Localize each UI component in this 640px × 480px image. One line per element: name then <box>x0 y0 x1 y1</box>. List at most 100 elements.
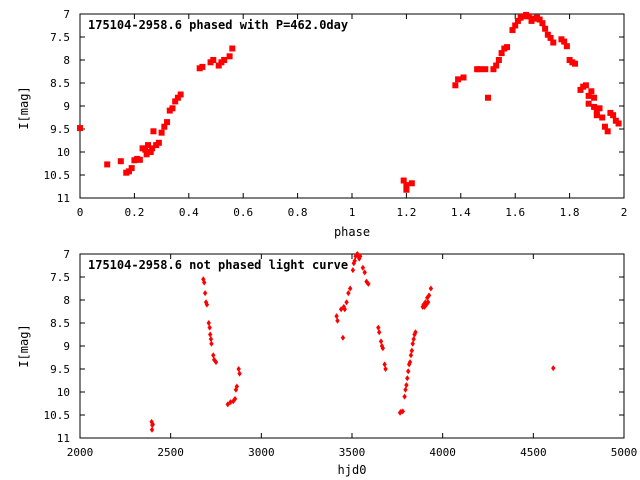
data-point <box>213 359 219 366</box>
data-point <box>572 60 579 67</box>
y-tick-label: 7.5 <box>50 271 70 284</box>
data-point <box>563 43 570 50</box>
x-tick-label: 1.2 <box>396 206 416 219</box>
x-axis-label: phase <box>334 225 370 239</box>
data-point <box>128 165 135 172</box>
data-point <box>593 112 600 119</box>
data-point <box>169 105 176 112</box>
data-point <box>425 299 431 306</box>
data-point <box>404 382 409 389</box>
y-axis-label: I[mag] <box>17 86 31 129</box>
data-point <box>147 149 154 155</box>
plot-frame <box>79 13 625 199</box>
data-point <box>514 17 521 24</box>
data-point <box>177 91 184 98</box>
chart-title: 175104-2958.6 not phased light curve <box>88 258 348 272</box>
data-point <box>403 182 410 189</box>
x-tick-label: 3000 <box>248 446 275 459</box>
x-tick-label: 1 <box>349 206 356 219</box>
data-point <box>172 98 179 105</box>
data-point <box>357 253 363 260</box>
data-point <box>403 386 408 393</box>
data-point <box>599 114 606 121</box>
data-point <box>604 128 611 135</box>
data-point <box>476 66 483 73</box>
data-point <box>208 336 214 343</box>
x-tick-label: 4500 <box>520 446 547 459</box>
data-point <box>236 366 241 372</box>
data-point <box>460 74 467 81</box>
data-point <box>380 345 386 352</box>
data-point <box>346 290 351 297</box>
data-point <box>136 156 143 163</box>
data-point <box>408 180 415 187</box>
data-point <box>400 177 407 184</box>
data-point <box>206 320 211 326</box>
data-point <box>340 334 346 341</box>
x-axis: 0 0.2 0.4 0.6 0.8 1 1.2 1.4 1.6 1.8 2 <box>77 14 627 219</box>
y-tick-label: 9 <box>63 340 70 353</box>
y-tick-label: 9.5 <box>50 123 70 136</box>
y-tick-label: 7 <box>63 248 70 261</box>
data-point <box>104 161 111 168</box>
data-point <box>525 13 532 20</box>
data-point <box>77 125 83 132</box>
data-point <box>591 103 598 110</box>
chart-title: 175104-2958.6 phased with P=462.0day <box>88 18 348 32</box>
data-point <box>411 336 416 343</box>
data-point <box>400 408 405 415</box>
data-point <box>229 45 236 52</box>
data-point <box>164 119 171 126</box>
data-point <box>493 62 500 69</box>
data-point <box>366 280 371 287</box>
data-point <box>225 401 230 408</box>
data-point <box>382 361 387 368</box>
data-point <box>591 94 598 101</box>
y-axis: 7 7.5 8 8.5 9 9.5 10 10.5 11 <box>44 8 624 205</box>
x-tick-label: 0 <box>77 206 84 219</box>
x-tick-label: 4000 <box>429 446 456 459</box>
data-point <box>215 62 222 69</box>
data-point <box>582 82 589 89</box>
y-axis: 7 7.5 8 8.5 9 9.5 10 10.5 11 <box>44 248 624 445</box>
data-point <box>376 324 381 331</box>
x-tick-label: 3500 <box>339 446 366 459</box>
data-point <box>585 100 592 107</box>
y-tick-label: 9.5 <box>50 363 70 376</box>
data-point <box>452 82 459 89</box>
data-point <box>362 269 367 276</box>
data-point <box>338 306 344 313</box>
data-point <box>199 63 206 70</box>
data-point <box>211 352 216 359</box>
data-point <box>360 264 366 271</box>
data-point <box>202 290 208 297</box>
plot-frame <box>79 253 625 439</box>
data-point <box>347 285 353 292</box>
x-tick-label: 1.8 <box>560 206 580 219</box>
data-point <box>403 186 410 193</box>
y-tick-label: 7 <box>63 8 70 21</box>
data-point <box>544 31 551 38</box>
data-point <box>237 370 242 377</box>
data-point <box>352 257 357 264</box>
data-point <box>512 22 519 29</box>
data-point <box>350 267 356 274</box>
data-point <box>504 44 511 51</box>
data-point <box>482 66 489 73</box>
data-point <box>509 27 516 34</box>
data-point <box>117 158 124 165</box>
y-tick-label: 8 <box>63 54 70 67</box>
x-axis-label: hjd0 <box>338 463 367 477</box>
y-tick-label: 8 <box>63 294 70 307</box>
data-point <box>561 38 568 45</box>
y-axis-label: I[mag] <box>17 324 31 367</box>
unphased-light-curve-panel: 2000 2500 3000 3500 4000 4500 5000 7 7.5 8 8.5 9 9.… <box>17 248 637 477</box>
data-point <box>334 313 339 320</box>
data-point <box>596 105 603 112</box>
data-point <box>158 129 165 136</box>
data-point <box>536 16 543 23</box>
data-point <box>426 292 432 299</box>
y-tick-label: 10.5 <box>44 409 71 422</box>
data-point <box>593 108 600 115</box>
